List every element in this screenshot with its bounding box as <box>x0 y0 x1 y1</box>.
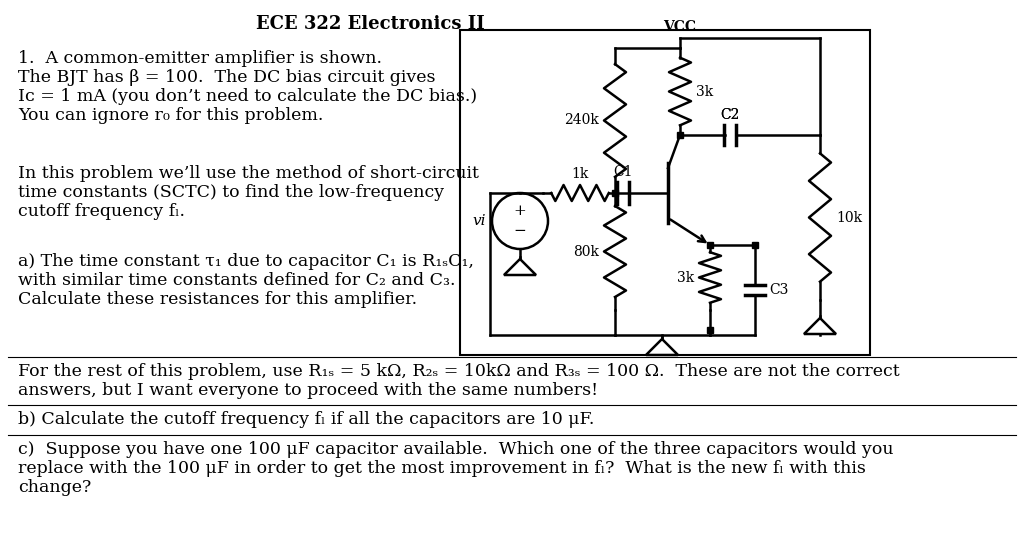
Text: Calculate these resistances for this amplifier.: Calculate these resistances for this amp… <box>18 291 417 308</box>
Text: replace with the 100 μF in order to get the most improvement in fₗ?  What is the: replace with the 100 μF in order to get … <box>18 460 866 477</box>
Text: b) Calculate the cutoff frequency fₗ if all the capacitors are 10 μF.: b) Calculate the cutoff frequency fₗ if … <box>18 411 594 428</box>
Text: 3k: 3k <box>677 271 694 284</box>
Bar <box>460 30 870 355</box>
Text: ECE 322 Electronics II: ECE 322 Electronics II <box>256 15 484 33</box>
Text: with similar time constants defined for C₂ and C₃.: with similar time constants defined for … <box>18 272 456 289</box>
Text: C1: C1 <box>613 165 633 179</box>
Text: −: − <box>514 224 526 238</box>
Text: The BJT has β = 100.  The DC bias circuit gives: The BJT has β = 100. The DC bias circuit… <box>18 69 435 86</box>
Text: 10k: 10k <box>836 211 862 224</box>
Text: For the rest of this problem, use R₁ₛ = 5 kΩ, R₂ₛ = 10kΩ and R₃ₛ = 100 Ω.  These: For the rest of this problem, use R₁ₛ = … <box>18 363 900 380</box>
Text: C2: C2 <box>720 108 739 122</box>
Text: 240k: 240k <box>564 113 599 127</box>
Text: C2: C2 <box>720 108 739 122</box>
Text: cutoff frequency fₗ.: cutoff frequency fₗ. <box>18 203 185 220</box>
Text: +: + <box>514 204 526 218</box>
Text: 1k: 1k <box>571 167 589 181</box>
Text: answers, but I want everyone to proceed with the same numbers!: answers, but I want everyone to proceed … <box>18 382 598 399</box>
Text: 1.  A common-emitter amplifier is shown.: 1. A common-emitter amplifier is shown. <box>18 50 382 67</box>
Text: vi: vi <box>472 214 486 228</box>
Text: In this problem we’ll use the method of short-circuit: In this problem we’ll use the method of … <box>18 165 479 182</box>
Text: VCC: VCC <box>664 20 696 34</box>
Text: change?: change? <box>18 479 91 496</box>
Text: 80k: 80k <box>573 245 599 259</box>
Text: You can ignore r₀ for this problem.: You can ignore r₀ for this problem. <box>18 107 324 124</box>
Text: C3: C3 <box>769 283 788 297</box>
Text: time constants (SCTC) to find the low-frequency: time constants (SCTC) to find the low-fr… <box>18 184 444 201</box>
Text: c)  Suppose you have one 100 μF capacitor available.  Which one of the three cap: c) Suppose you have one 100 μF capacitor… <box>18 441 894 458</box>
Text: a) The time constant τ₁ due to capacitor C₁ is R₁ₛC₁,: a) The time constant τ₁ due to capacitor… <box>18 253 474 270</box>
Text: Iᴄ = 1 mA (you don’t need to calculate the DC bias.): Iᴄ = 1 mA (you don’t need to calculate t… <box>18 88 477 105</box>
Text: 3k: 3k <box>696 84 714 98</box>
